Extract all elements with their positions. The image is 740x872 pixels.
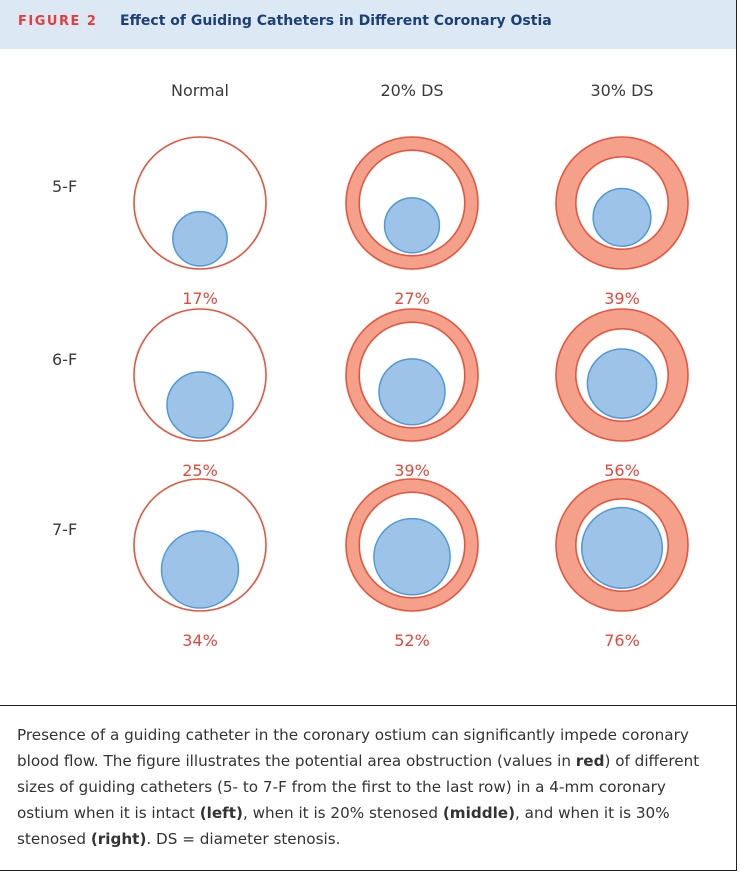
row-header-6f: 6-F — [52, 350, 77, 369]
row-header-7f: 7-F — [52, 520, 77, 539]
catheter-circle-5f-normal — [172, 210, 228, 267]
caption-text-2: ) of different sizes of guiding catheter… — [17, 752, 700, 822]
catheter-circle-5f-20-ds — [383, 197, 441, 254]
catheter-circle-6f-30-ds — [586, 348, 658, 419]
figure-title: Effect of Guiding Catheters in Different… — [120, 13, 552, 29]
obstruction-label-7f-20-ds: 52% — [394, 631, 430, 650]
column-header-30-ds: 30% DS — [590, 81, 653, 100]
obstruction-label-5f-30-ds: 39% — [604, 289, 640, 308]
caption-text-1: Presence of a guiding catheter in the co… — [17, 726, 689, 770]
caption-text-5: . DS = diameter stenosis. — [146, 830, 341, 848]
lumen-circle-5f-normal — [133, 136, 267, 270]
obstruction-label-5f-normal: 17% — [182, 289, 218, 308]
ostia-diagram: Normal 20% DS 30% DS 5-F 6-F 7-F 17% 27% 3… — [52, 81, 689, 650]
catheter-circle-5f-30-ds — [592, 187, 652, 247]
row-headers: 5-F 6-F 7-F — [52, 177, 77, 539]
caption-bold-red: red — [575, 752, 605, 770]
column-header-20-ds: 20% DS — [380, 81, 443, 100]
obstruction-label-5f-20-ds: 27% — [394, 289, 430, 308]
caption-text-4: , and when it is 30% stenosed — [17, 804, 670, 848]
obstruction-label-7f-30-ds: 76% — [604, 631, 640, 650]
column-header-normal: Normal — [171, 81, 229, 100]
figure-label: FIGURE 2 — [18, 14, 98, 29]
figure-header: FIGURE 2 Effect of Guiding Catheters in … — [0, 0, 736, 49]
catheter-circle-7f-20-ds — [373, 517, 451, 596]
obstruction-label-6f-normal: 25% — [182, 461, 218, 480]
column-headers: Normal 20% DS 30% DS — [171, 81, 654, 100]
diagram-cells: 17% 27% 39% 25% 39% 56% 34% 52% 76% — [133, 136, 689, 650]
caption-text-3: , when it is 20% stenosed — [242, 804, 443, 822]
caption-bold-left: (left) — [199, 804, 243, 822]
catheter-circle-7f-normal — [160, 530, 240, 609]
caption-bold-right: (right) — [90, 830, 147, 848]
catheter-circle-7f-30-ds — [580, 506, 664, 589]
catheter-circle-6f-normal — [166, 371, 234, 439]
figure-caption: Presence of a guiding catheter in the co… — [17, 722, 722, 852]
caption-divider — [0, 705, 737, 706]
obstruction-label-6f-20-ds: 39% — [394, 461, 430, 480]
obstruction-label-6f-30-ds: 56% — [604, 461, 640, 480]
obstruction-label-7f-normal: 34% — [182, 631, 218, 650]
catheter-circle-6f-20-ds — [378, 358, 446, 426]
caption-bold-middle: (middle) — [442, 804, 516, 822]
row-header-5f: 5-F — [52, 177, 77, 196]
